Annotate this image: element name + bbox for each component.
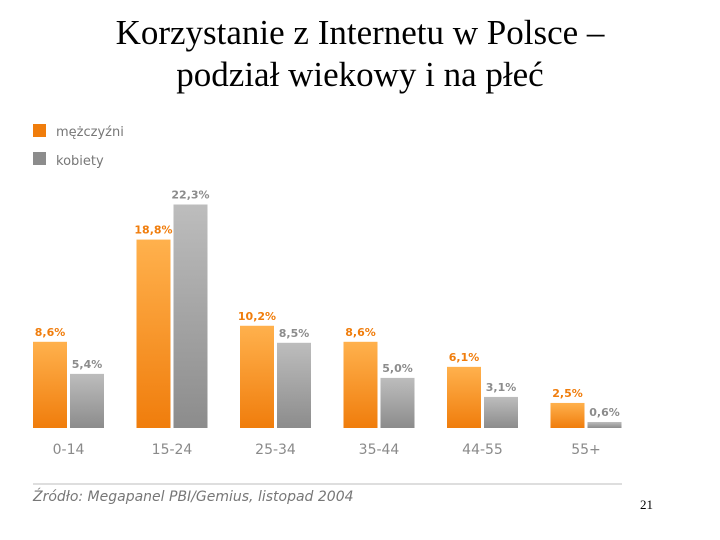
bar-women-0-14 — [70, 373, 104, 428]
bar-men-0-14 — [33, 341, 67, 428]
category-labels-layer: 0-14 15-24 25-34 35-44 44-55 55+ — [53, 442, 601, 458]
legend-label-women: kobiety — [56, 154, 104, 169]
chart-source: Źródło: Megapanel PBI/Gemius, listopad 2… — [33, 489, 354, 505]
slide-title: Korzystanie z Internetu w Polsce – podzi… — [0, 12, 720, 96]
value-label-women-15-24: 22,3% — [171, 189, 209, 202]
slide-title-line-1: Korzystanie z Internetu w Polsce – — [115, 13, 605, 52]
category-label-44-55: 44-55 — [462, 442, 503, 458]
value-label-women-55+: 0,6% — [589, 406, 620, 419]
bar-women-25-34 — [277, 342, 311, 428]
category-label-25-34: 25-34 — [255, 442, 296, 458]
value-label-women-25-34: 8,5% — [279, 327, 310, 340]
legend-label-men: mężczyźni — [56, 125, 124, 140]
value-labels-layer: 8,6% 5,4% 18,8% 22,3% 10,2%8,5% 8,6% 5,0% 6,1% 3… — [35, 189, 620, 419]
value-label-men-35-44: 8,6% — [345, 326, 376, 339]
legend-swatch-women — [33, 152, 46, 165]
bar-men-15-24 — [136, 239, 171, 428]
value-label-men-0-14: 8,6% — [35, 326, 66, 339]
bar-men-44-55 — [447, 366, 481, 428]
slide-title-line-2: podział wiekowy i na płeć — [176, 55, 544, 94]
category-label-55+: 55+ — [571, 442, 601, 458]
bar-women-44-55 — [484, 396, 518, 428]
value-label-men-25-34: 10,2% — [238, 310, 276, 323]
value-label-men-44-55: 6,1% — [449, 351, 480, 364]
bars-layer — [33, 204, 622, 428]
category-label-15-24: 15-24 — [152, 442, 193, 458]
value-label-men-15-24: 18,8% — [134, 224, 172, 237]
bar-men-35-44 — [343, 341, 378, 428]
bar-women-35-44 — [380, 377, 415, 428]
page-number: 21 — [640, 497, 653, 512]
bar-men-55+ — [550, 402, 585, 428]
value-label-women-35-44: 5,0% — [382, 362, 413, 375]
category-label-0-14: 0-14 — [53, 442, 85, 458]
chart-legend: mężczyźni kobiety — [33, 124, 124, 169]
bar-women-15-24 — [173, 204, 208, 428]
bar-men-25-34 — [240, 325, 274, 428]
value-label-men-55+: 2,5% — [552, 387, 583, 400]
bar-women-55+ — [587, 421, 622, 428]
legend-swatch-men — [33, 124, 46, 137]
value-label-women-0-14: 5,4% — [72, 358, 103, 371]
value-label-women-44-55: 3,1% — [486, 381, 517, 394]
category-label-35-44: 35-44 — [359, 442, 400, 458]
